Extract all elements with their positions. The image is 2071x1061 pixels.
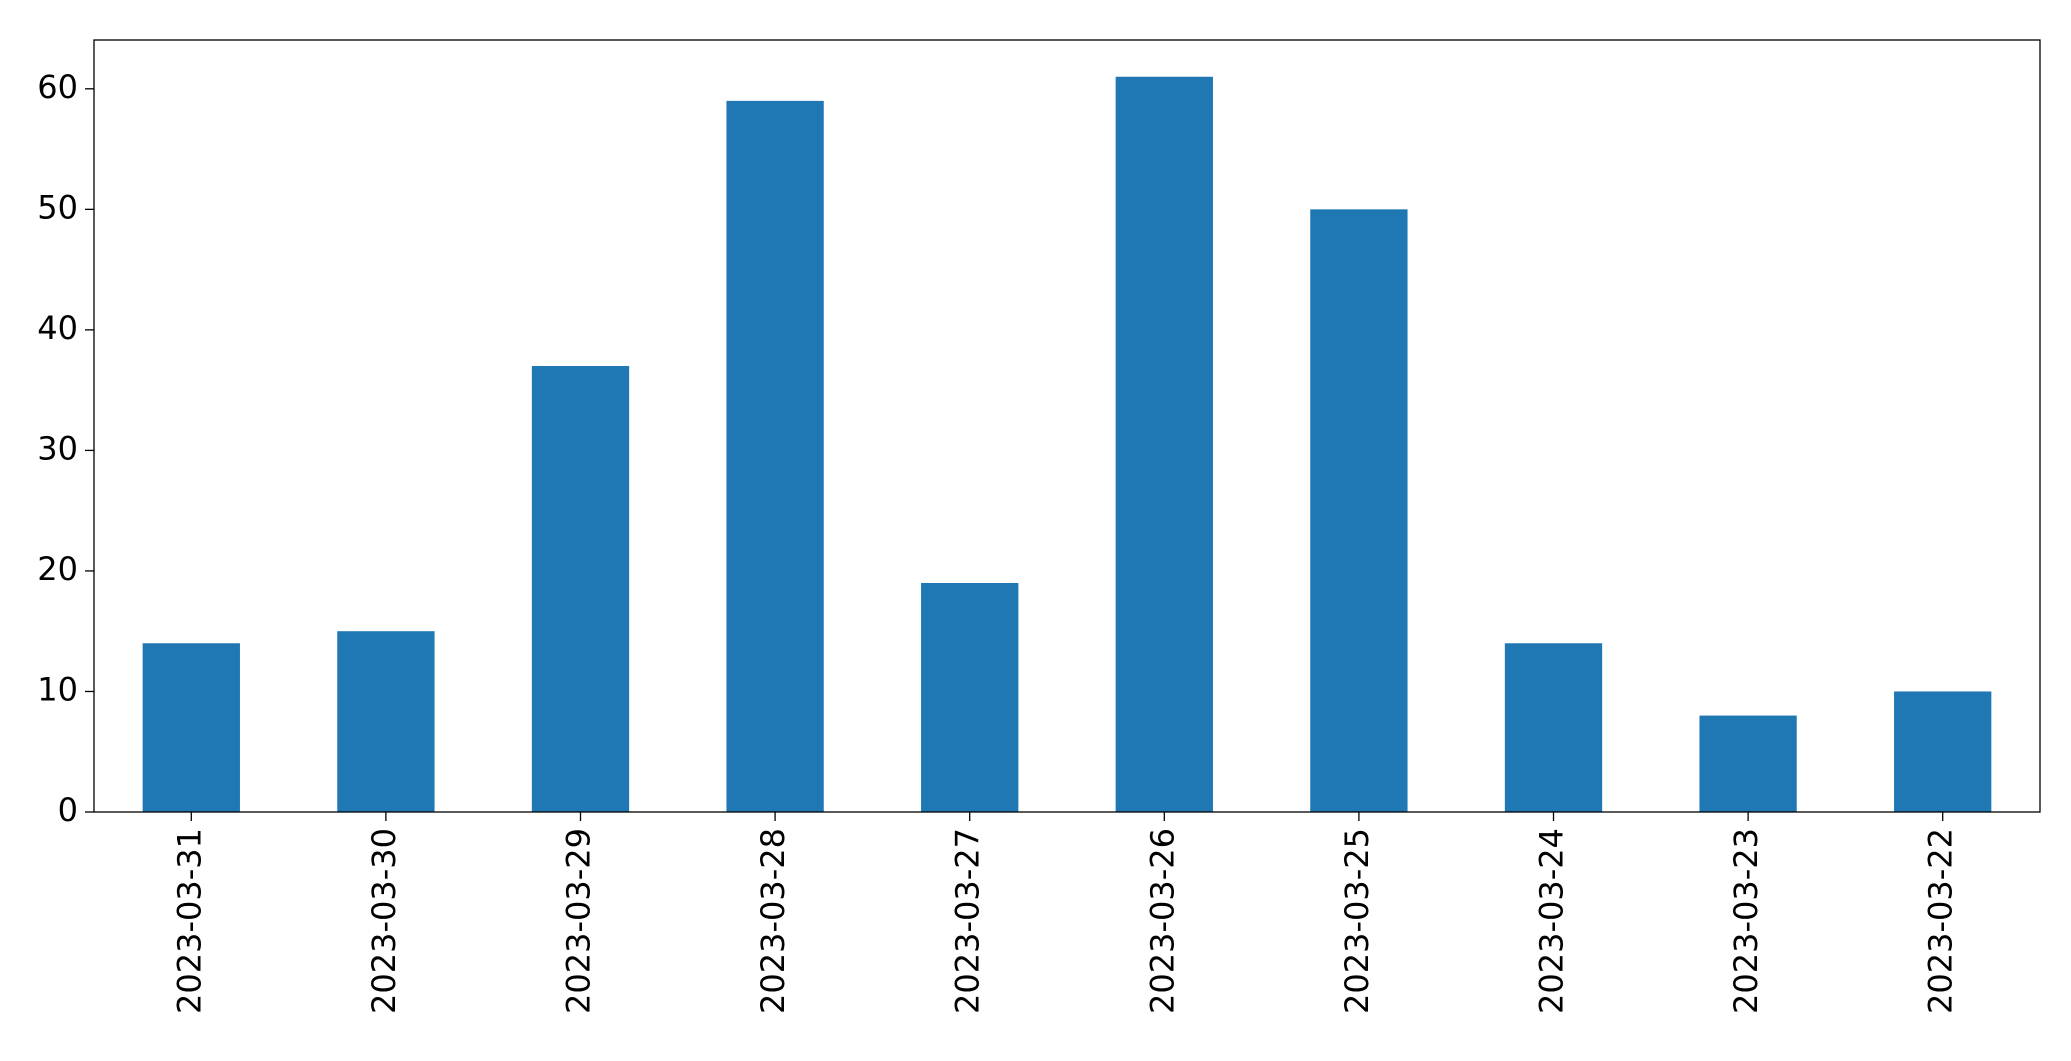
- bar: [337, 631, 435, 812]
- x-tick-label: 2023-03-31: [170, 828, 208, 1014]
- y-tick-label: 50: [37, 188, 78, 226]
- bar: [1894, 691, 1992, 812]
- bar: [1310, 209, 1408, 812]
- x-tick-label: 2023-03-27: [949, 828, 987, 1014]
- x-tick-label: 2023-03-26: [1143, 828, 1181, 1014]
- y-tick-label: 10: [37, 670, 78, 708]
- x-tick-label: 2023-03-24: [1533, 828, 1571, 1014]
- bar: [1504, 643, 1603, 812]
- x-tick-label: 2023-03-28: [754, 828, 792, 1014]
- y-tick-label: 40: [37, 309, 78, 347]
- y-tick-label: 0: [58, 791, 78, 829]
- x-tick-label: 2023-03-30: [365, 828, 403, 1014]
- bar: [921, 582, 1019, 812]
- y-tick-label: 30: [37, 429, 78, 467]
- x-tick-label: 2023-03-22: [1922, 828, 1960, 1014]
- bar: [1115, 76, 1213, 812]
- bar: [1699, 715, 1797, 812]
- bar: [726, 100, 824, 813]
- x-tick-label: 2023-03-23: [1727, 828, 1765, 1014]
- bar: [142, 643, 240, 812]
- plot-frame: [93, 39, 2041, 813]
- y-tick-label: 60: [37, 68, 78, 106]
- x-tick-label: 2023-03-29: [560, 828, 598, 1014]
- bar: [531, 366, 630, 812]
- y-tick-label: 20: [37, 550, 78, 588]
- x-tick-label: 2023-03-25: [1338, 828, 1376, 1014]
